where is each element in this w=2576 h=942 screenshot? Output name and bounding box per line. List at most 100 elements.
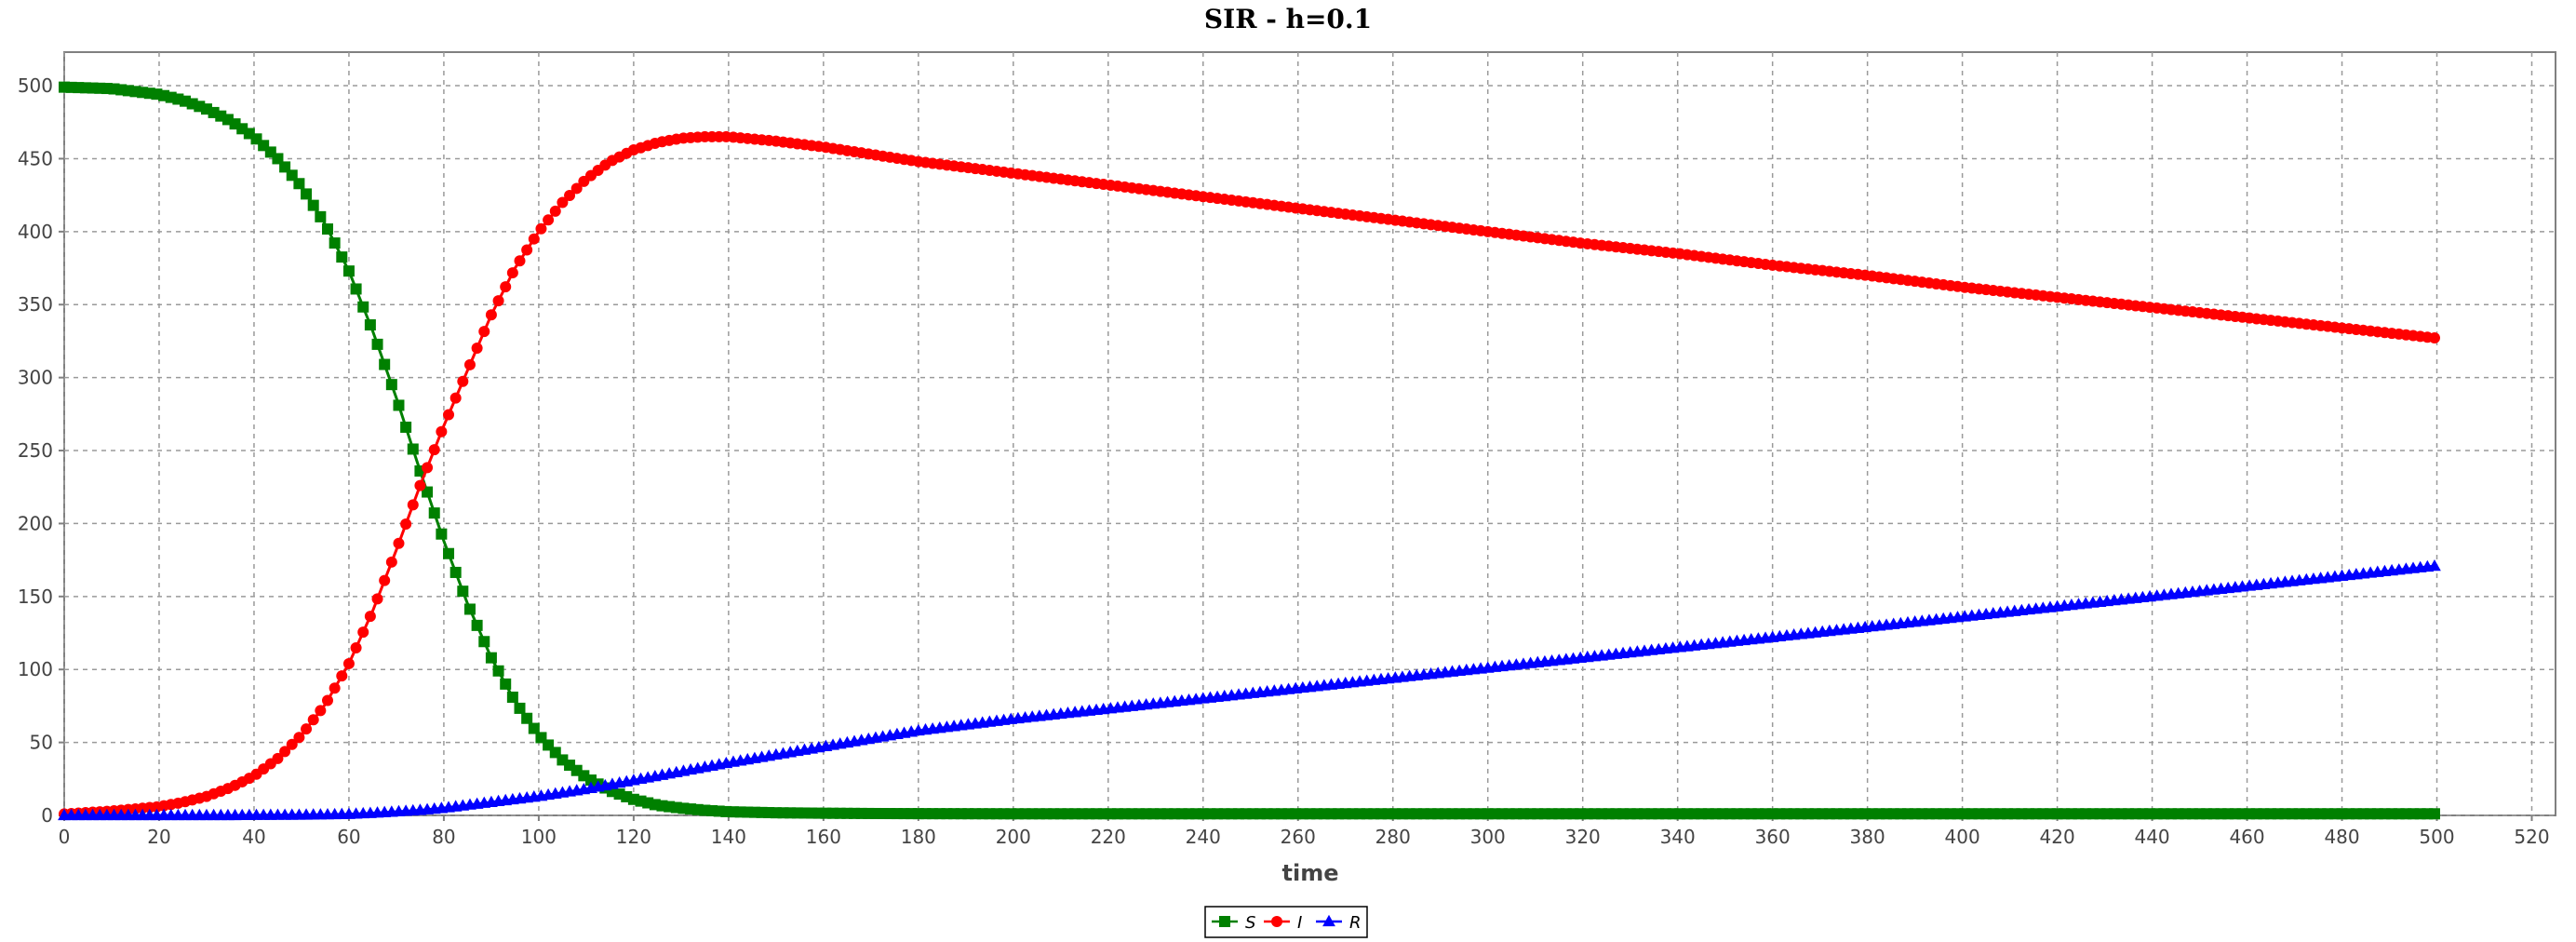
y-tick-label: 350 — [18, 293, 53, 316]
data-point-S — [449, 566, 462, 578]
x-tick-label: 320 — [1565, 826, 1601, 848]
data-point-I — [463, 358, 476, 370]
x-tick-label: 120 — [616, 826, 651, 848]
x-tick-label: 40 — [242, 826, 265, 848]
data-point-I — [535, 222, 547, 235]
data-point-S — [457, 585, 469, 598]
legend-marker — [1322, 914, 1335, 927]
x-tick-label: 420 — [2040, 826, 2075, 848]
data-point-I — [379, 574, 391, 586]
data-point-S — [506, 692, 518, 704]
legend-item-I: I — [1264, 913, 1302, 933]
x-tick-label: 240 — [1186, 826, 1221, 848]
data-point-I — [414, 479, 426, 491]
data-point-I — [336, 670, 348, 682]
data-point-I — [422, 462, 434, 474]
data-point-I — [443, 409, 455, 421]
data-point-S — [371, 338, 383, 350]
data-point-I — [315, 705, 327, 717]
data-point-S — [293, 178, 305, 190]
data-point-S — [215, 110, 227, 122]
x-tick-label: 100 — [521, 826, 557, 848]
data-point-S — [471, 619, 483, 631]
data-point-S — [379, 358, 391, 370]
x-tick-label: 480 — [2324, 826, 2359, 848]
data-point-S — [342, 265, 355, 277]
x-tick-label: 220 — [1091, 826, 1126, 848]
x-tick-label: 160 — [806, 826, 841, 848]
series-I — [59, 130, 2440, 820]
x-tick-label: 200 — [996, 826, 1031, 848]
data-point-I — [506, 267, 518, 279]
data-point-S — [400, 421, 412, 433]
y-tick-label: 500 — [18, 74, 53, 97]
data-point-I — [514, 255, 526, 267]
data-point-I — [286, 738, 298, 750]
data-point-S — [336, 251, 348, 263]
x-tick-label: 520 — [2514, 826, 2549, 848]
y-tick-label: 150 — [18, 585, 53, 608]
data-point-I — [436, 425, 448, 437]
x-tick-label: 20 — [147, 826, 170, 848]
data-point-S — [364, 319, 376, 331]
data-point-S — [350, 283, 362, 295]
data-point-I — [521, 244, 533, 256]
data-point-I — [350, 642, 362, 654]
x-tick-label: 380 — [1850, 826, 1885, 848]
data-point-S — [485, 652, 497, 664]
data-point-I — [543, 214, 555, 226]
chart-title: SIR - h=0.1 — [1204, 4, 1372, 34]
data-point-S — [301, 188, 313, 200]
series-S — [59, 81, 2440, 820]
data-point-S — [478, 636, 490, 648]
x-tick-label: 340 — [1660, 826, 1696, 848]
data-point-I — [342, 657, 355, 669]
x-tick-label: 440 — [2134, 826, 2169, 848]
data-point-I — [564, 189, 576, 201]
data-point-I — [500, 281, 512, 293]
data-point-S — [357, 301, 369, 313]
x-tick-label: 0 — [59, 826, 71, 848]
data-point-S — [329, 237, 341, 249]
data-point-I — [400, 518, 412, 531]
x-tick-label: 140 — [711, 826, 746, 848]
legend-label: S — [1245, 913, 1255, 933]
data-point-S — [463, 603, 476, 615]
y-tick-label: 400 — [18, 221, 53, 243]
x-axis: 0 20 40 60 80 100 120 140 160 180 200 220 240 260 280 3… — [59, 815, 2550, 848]
data-point-S — [521, 712, 533, 724]
x-tick-label: 300 — [1470, 826, 1506, 848]
legend-item-R: R — [1316, 913, 1362, 933]
data-point-I — [364, 611, 376, 623]
series-R — [58, 558, 2441, 821]
data-point-S — [385, 379, 397, 391]
data-point-S — [307, 199, 319, 211]
data-point-I — [428, 444, 440, 456]
x-tick-label: 280 — [1375, 826, 1411, 848]
data-point-S — [492, 665, 504, 677]
y-tick-label: 100 — [18, 658, 53, 680]
y-tick-label: 200 — [18, 512, 53, 534]
data-point-I — [570, 182, 583, 195]
legend-label: R — [1349, 913, 1362, 933]
x-tick-label: 400 — [1945, 826, 1980, 848]
data-point-R — [2428, 558, 2441, 572]
data-point-S — [393, 399, 405, 411]
legend-marker — [1219, 916, 1230, 927]
y-tick-label: 50 — [30, 732, 53, 754]
data-point-S — [407, 443, 419, 455]
x-tick-label: 60 — [337, 826, 360, 848]
data-point-I — [471, 342, 483, 354]
data-point-S — [2428, 808, 2440, 820]
data-point-S — [436, 528, 448, 540]
series-layer — [58, 81, 2441, 821]
x-tick-label: 460 — [2229, 826, 2264, 848]
legend-label: I — [1297, 913, 1302, 933]
data-point-I — [329, 682, 341, 694]
y-axis: 0 50 100 150 200 250 300 350 400 450 500 — [18, 74, 64, 827]
data-point-I — [407, 499, 419, 511]
y-tick-label: 0 — [41, 804, 53, 827]
y-tick-label: 250 — [18, 439, 53, 462]
